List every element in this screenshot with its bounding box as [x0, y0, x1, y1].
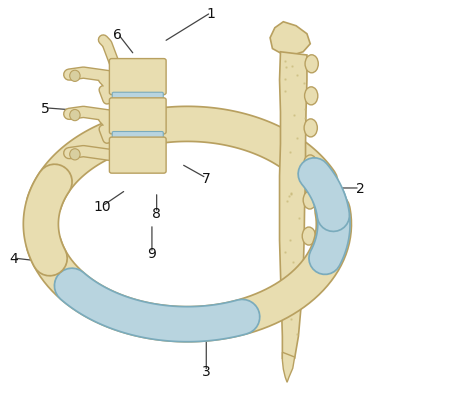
Text: 4: 4 — [9, 251, 18, 265]
FancyBboxPatch shape — [112, 93, 163, 103]
Ellipse shape — [70, 71, 80, 82]
Text: 6: 6 — [113, 28, 122, 42]
Text: 9: 9 — [147, 246, 156, 260]
Polygon shape — [280, 53, 307, 358]
FancyBboxPatch shape — [109, 138, 166, 174]
Ellipse shape — [305, 87, 318, 105]
Text: 7: 7 — [202, 172, 210, 186]
Polygon shape — [283, 352, 295, 382]
Ellipse shape — [304, 119, 318, 138]
Text: 5: 5 — [41, 101, 50, 115]
Text: 3: 3 — [202, 365, 210, 379]
FancyBboxPatch shape — [109, 99, 166, 135]
Text: 2: 2 — [356, 182, 364, 196]
Ellipse shape — [303, 192, 317, 209]
Ellipse shape — [70, 149, 80, 160]
Text: 8: 8 — [152, 206, 161, 220]
FancyBboxPatch shape — [109, 59, 166, 95]
Text: 1: 1 — [207, 6, 216, 20]
FancyBboxPatch shape — [112, 132, 163, 143]
Text: 10: 10 — [93, 200, 111, 213]
Ellipse shape — [302, 227, 316, 245]
Ellipse shape — [70, 110, 80, 122]
Polygon shape — [270, 23, 310, 56]
Ellipse shape — [304, 156, 317, 174]
Ellipse shape — [305, 56, 318, 74]
